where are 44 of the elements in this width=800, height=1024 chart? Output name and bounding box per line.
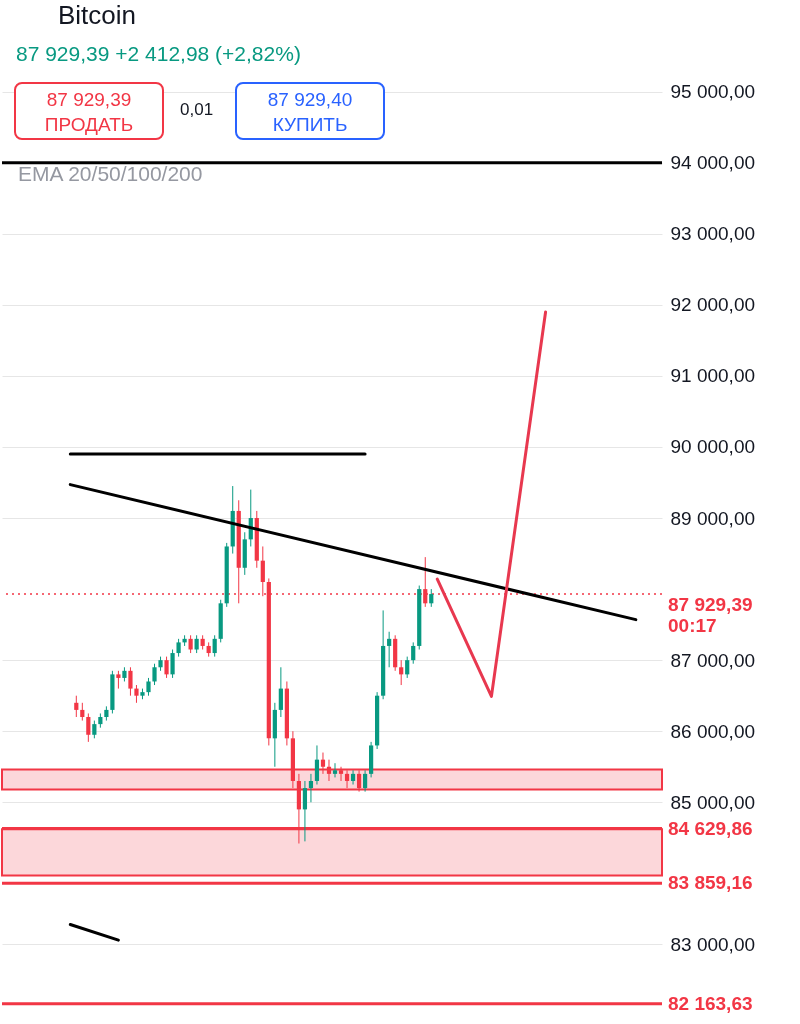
candlestick (314, 744, 320, 786)
candlestick (86, 712, 91, 743)
candlestick (350, 769, 356, 786)
candlestick (164, 656, 169, 679)
text: 87 929,39 +2 412,98 (+2,82%) (16, 42, 301, 66)
y-tick-label: 92 000,00 (670, 294, 756, 316)
y-tick-label: 95 000,00 (670, 81, 756, 103)
candlestick (332, 762, 338, 778)
y-tick-label: 90 000,00 (670, 436, 756, 458)
annotation: EMA 20/50/100/200 (18, 162, 203, 186)
candlestick (320, 752, 326, 775)
ref-line-label: 83 859,16 (668, 872, 753, 894)
candlestick (152, 663, 157, 686)
y-tick-label: 93 000,00 (670, 223, 756, 245)
y-tick-label: 89 000,00 (670, 507, 756, 529)
candlestick (74, 695, 79, 718)
y-tick-label: 94 000,00 (670, 152, 756, 174)
candlestick (405, 656, 410, 679)
candlestick (399, 659, 404, 686)
candlestick (278, 666, 283, 718)
ref-line-label: 87 929,39 00:17 (668, 594, 753, 637)
candlestick (411, 641, 416, 665)
y-tick-label: 87 000,00 (670, 649, 756, 671)
annotation: 0,01 (180, 100, 214, 120)
candlestick (170, 649, 175, 679)
candlestick (302, 780, 308, 842)
y-tick-label: 85 000,00 (670, 791, 756, 813)
candlestick (387, 631, 392, 668)
ref-line-label: 82 163,63 (668, 992, 753, 1014)
ref-line-label: 84 629,86 (668, 817, 753, 839)
y-tick-label: 83 000,00 (670, 933, 756, 955)
y-tick-label: 91 000,00 (670, 365, 756, 387)
chart-title: Bitcoin (58, 0, 137, 31)
candlestick (212, 634, 217, 658)
y-tick-label: 86 000,00 (670, 720, 756, 742)
candlestick (356, 769, 362, 793)
candlestick (308, 773, 314, 803)
candlestick (362, 769, 368, 793)
candlestick (326, 759, 332, 782)
button: 87 929,39 ПРОДАТЬ (14, 82, 164, 140)
candlestick (128, 666, 133, 697)
button: 87 929,40 КУПИТЬ (235, 82, 385, 140)
candlestick (338, 766, 344, 782)
candlestick (344, 769, 350, 789)
